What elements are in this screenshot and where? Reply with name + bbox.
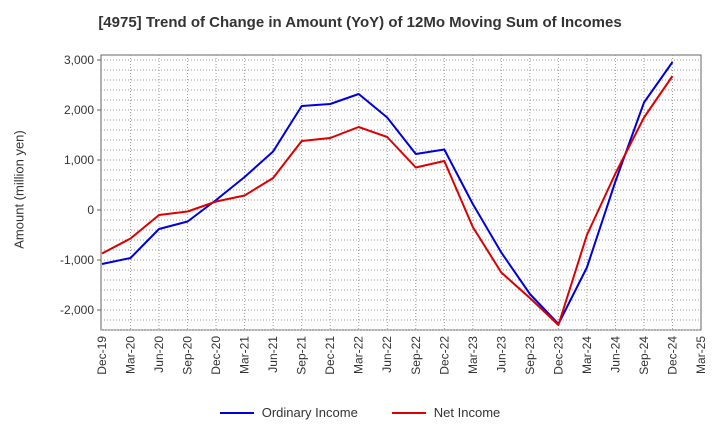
x-tick-label: Jun-24: [608, 336, 622, 373]
x-tick-label: Jun-20: [152, 336, 166, 373]
series-line-net-income: [101, 75, 674, 326]
x-tick-label: Dec-23: [551, 336, 565, 375]
y-tick-label: 3,000: [64, 53, 94, 67]
x-tick-label: Mar-20: [124, 336, 138, 374]
x-tick-label: Mar-21: [238, 336, 252, 374]
legend: Ordinary Income Net Income: [0, 405, 720, 420]
y-tick-label: 0: [87, 203, 94, 217]
x-tick-label: Mar-25: [694, 336, 708, 374]
x-tick-label: Dec-20: [209, 336, 223, 375]
x-tick-label: Dec-22: [437, 336, 451, 375]
legend-swatch-net-income: [391, 411, 426, 414]
x-tick-label: Sep-21: [295, 336, 309, 375]
x-tick-label: Sep-24: [637, 336, 651, 375]
x-tick-label: Jun-22: [380, 336, 394, 373]
x-tick-label: Mar-23: [466, 336, 480, 374]
legend-item-net-income: Net Income: [391, 405, 501, 420]
y-tick-label: 1,000: [64, 153, 94, 167]
legend-item-ordinary-income: Ordinary Income: [219, 405, 358, 420]
x-tick-label: Jun-21: [266, 336, 280, 373]
y-tick-label: 2,000: [64, 103, 94, 117]
legend-swatch-ordinary-income: [219, 411, 254, 414]
y-tick-label: -2,000: [60, 303, 94, 317]
x-tick-label: Jun-23: [494, 336, 508, 373]
x-tick-label: Mar-24: [580, 336, 594, 374]
x-tick-label: Sep-23: [523, 336, 537, 375]
legend-label-ordinary-income: Ordinary Income: [261, 405, 358, 420]
y-tick-label: -1,000: [60, 253, 94, 267]
x-tick-label: Dec-24: [665, 336, 679, 375]
x-tick-label: Sep-20: [181, 336, 195, 375]
legend-label-net-income: Net Income: [433, 405, 501, 420]
x-tick-label: Dec-21: [323, 336, 337, 375]
chart-title: [4975] Trend of Change in Amount (YoY) o…: [98, 14, 622, 31]
series-line-ordinary-income: [101, 61, 674, 325]
x-tick-label: Sep-22: [409, 336, 423, 375]
plot-area: [100, 54, 702, 331]
x-tick-label: Dec-19: [95, 336, 109, 375]
x-tick-label: Mar-22: [352, 336, 366, 374]
